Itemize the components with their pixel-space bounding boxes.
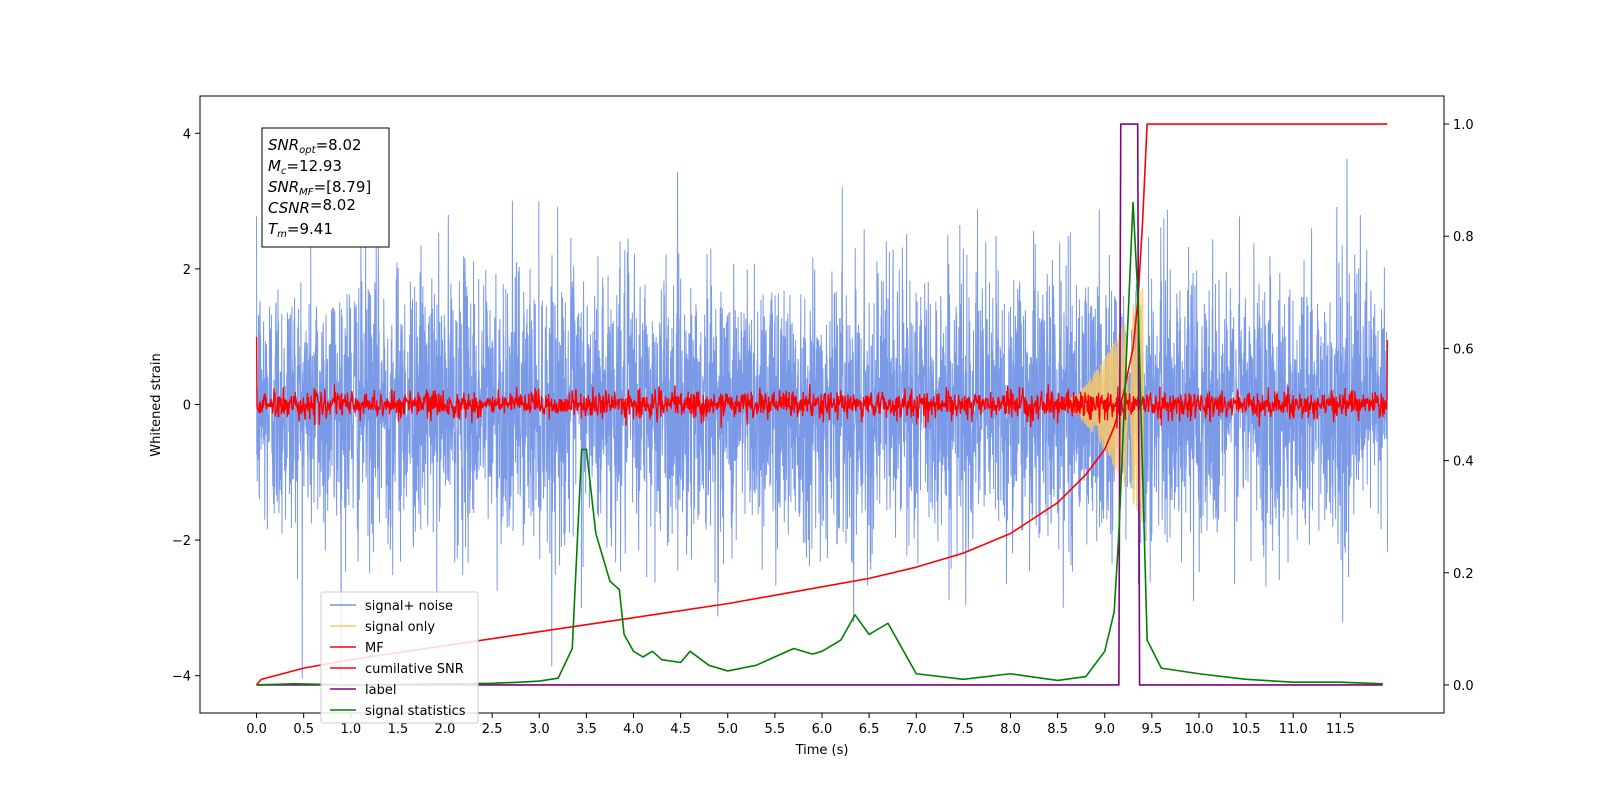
x-tick-label: 11.0 (1279, 722, 1308, 737)
x-tick-label: 7.0 (906, 722, 927, 737)
x-tick-label: 1.0 (340, 722, 361, 737)
y2-tick-label: 0.4 (1453, 455, 1474, 470)
series-signal-statistics-line (256, 201, 1383, 686)
x-tick-label: 9.5 (1142, 722, 1163, 737)
annotation-line: CSNR=8.02 (268, 196, 356, 217)
annotation-subscript: c (281, 166, 287, 177)
x-tick-label: 10.5 (1232, 722, 1261, 737)
y2-tick-label: 0.8 (1453, 230, 1474, 245)
annotation-symbol: M (268, 157, 281, 175)
legend-label: label (365, 683, 396, 698)
annotation-line: SNRMF=[8.79] (268, 178, 371, 198)
x-tick-label: 1.5 (388, 722, 409, 737)
x-tick-label: 2.5 (482, 722, 503, 737)
legend-label: signal only (365, 620, 435, 635)
x-tick-label: 5.5 (765, 722, 786, 737)
y-axis-right: 0.0 0.2 0.4 0.6 0.8 1.0 (1444, 118, 1474, 694)
annotation-symbol: T (268, 220, 279, 238)
y2-tick-label: 0.6 (1453, 342, 1474, 357)
annotation-frame (261, 127, 390, 248)
annotation-value: =[8.79] (314, 178, 372, 196)
x-axis-label: Time (s) (795, 743, 849, 758)
x-tick-label: 8.5 (1047, 722, 1068, 737)
annotation-line: Tm=9.41 (268, 220, 333, 240)
annotation-value: =12.93 (286, 157, 342, 175)
x-tick-label: 2.0 (435, 722, 456, 737)
legend-frame (320, 591, 479, 724)
y-tick-label: 0 (183, 399, 191, 414)
x-tick-label: 10.0 (1184, 722, 1213, 737)
x-tick-label: 0.0 (246, 722, 267, 737)
annotation-symbol: CSNR (268, 199, 310, 217)
x-tick-label: 4.5 (670, 722, 691, 737)
x-tick-label: 3.0 (529, 722, 550, 737)
y-tick-label: −2 (172, 534, 191, 549)
annotation-line: Mc=12.93 (268, 157, 342, 177)
y2-tick-label: 0.2 (1453, 567, 1474, 582)
x-axis: 0.0 0.5 1.0 1.5 2.0 2.5 3.0 3.5 4.0 4.5 5.0 5.5 6.0 6… (246, 713, 1355, 737)
annotation-line: SNRopt=8.02 (268, 136, 362, 156)
series-label-line (256, 123, 1383, 686)
legend: signal+ noise signal only MF cumilative SNR… (320, 591, 479, 724)
legend-label: signal statistics (365, 704, 466, 719)
legend-label: signal+ noise (365, 599, 453, 614)
annotation-value: =9.41 (287, 220, 333, 238)
y-axis-label: Whitened strain (149, 353, 164, 456)
annotation-subscript: opt (299, 145, 316, 156)
x-tick-label: 3.5 (576, 722, 597, 737)
x-tick-label: 4.0 (623, 722, 644, 737)
annotation-symbol: SNR (268, 178, 299, 196)
annotation-subscript: m (277, 229, 287, 240)
legend-label: MF (365, 641, 384, 656)
y2-tick-label: 1.0 (1453, 118, 1474, 133)
annotation-box: SNRopt=8.02Mc=12.93SNRMF=[8.79]CSNR=8.02… (261, 127, 390, 248)
y-tick-label: −4 (172, 670, 191, 685)
x-tick-label: 6.5 (859, 722, 880, 737)
y-axis-left: −4 −2 0 2 4 (172, 127, 200, 685)
y2-tick-label: 0.0 (1453, 679, 1474, 694)
annotation-value: =8.02 (316, 136, 362, 154)
x-tick-label: 9.0 (1094, 722, 1115, 737)
legend-label: cumilative SNR (365, 662, 464, 677)
x-tick-label: 11.5 (1326, 722, 1355, 737)
x-tick-label: 5.0 (717, 722, 738, 737)
annotation-subscript: MF (299, 187, 314, 198)
y-tick-label: 2 (183, 263, 191, 278)
annotation-value: =8.02 (310, 196, 356, 214)
y-tick-label: 4 (183, 127, 191, 142)
annotation-symbol: SNR (268, 136, 299, 154)
x-tick-label: 0.5 (293, 722, 314, 737)
series-mf-line (255, 336, 1389, 429)
x-tick-label: 7.5 (953, 722, 974, 737)
x-tick-label: 8.0 (1000, 722, 1021, 737)
x-tick-label: 6.0 (812, 722, 833, 737)
series-signal-noise-line (256, 158, 1388, 683)
